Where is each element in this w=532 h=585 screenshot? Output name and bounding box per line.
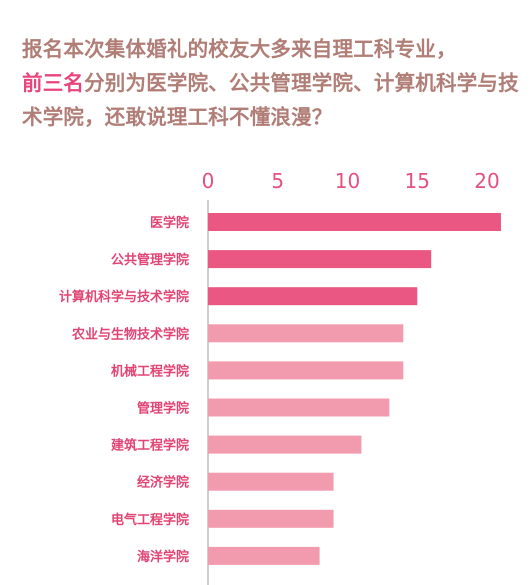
bar-3 [208,287,418,306]
category-label-9: 电气工程学院 [111,512,189,528]
headline-line2: 分别为医学院、公共管理学院、计算机科学与技术学院，还敢说理工科不懂浪漫？ [22,71,519,129]
bar-8 [208,472,334,491]
bar-9 [208,509,334,528]
category-label-6: 管理学院 [137,401,189,417]
x-tick-label-5: 5 [271,169,284,193]
x-tick-label-15: 15 [405,169,430,193]
bar-7 [208,435,362,454]
bar-2 [208,250,432,269]
category-label-5: 机械工程学院 [111,363,189,379]
bar-10 [208,546,320,565]
category-label-4: 农业与生物技术学院 [71,326,189,342]
headline: 报名本次集体婚礼的校友大多来自理工科专业， 前三名分别为医学院、公共管理学院、计… [22,32,522,134]
x-tick-label-20: 20 [474,169,499,193]
x-tick-label-0: 0 [202,169,215,193]
bar-4 [208,324,404,343]
bar-6 [208,398,390,417]
category-label-7: 建筑工程学院 [111,438,189,454]
category-label-10: 海洋学院 [137,549,189,565]
headline-highlight: 前三名 [22,71,85,95]
bar-1 [208,213,501,231]
category-label-8: 经济学院 [137,475,189,491]
category-label-1: 医学院 [150,215,189,231]
bar-5 [208,361,404,380]
headline-line1: 报名本次集体婚礼的校友大多来自理工科专业， [22,37,457,61]
x-tick-label-10: 10 [335,169,360,193]
category-label-3: 计算机科学与技术学院 [59,289,189,305]
category-label-2: 公共管理学院 [111,252,189,268]
